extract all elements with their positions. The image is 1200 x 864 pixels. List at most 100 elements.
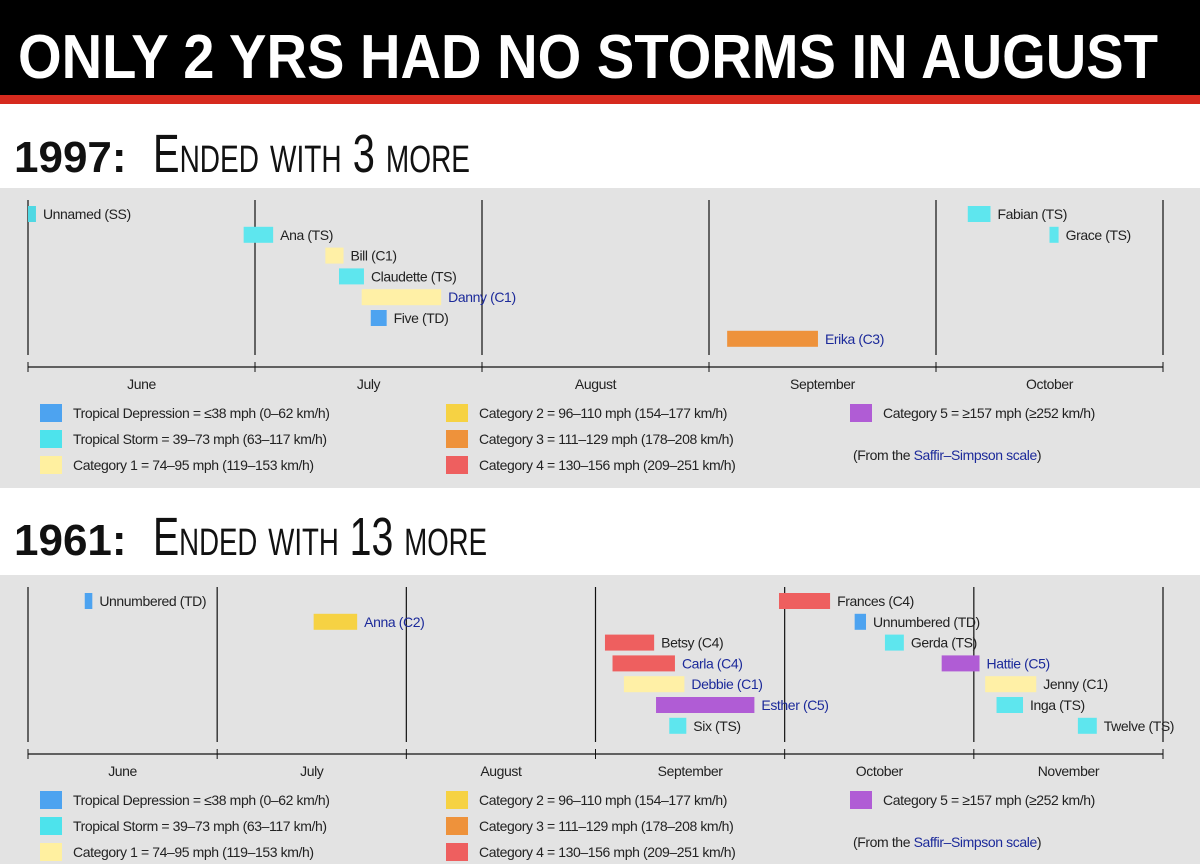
storm-label: Fabian (TS) [997,206,1067,222]
note-link: Saffir–Simpson scale [914,834,1038,850]
storm-bar [28,206,36,222]
month-label: November [1038,763,1100,779]
month-label: June [108,763,137,779]
storm-bar [243,226,274,243]
section-year: 1997: [14,133,127,182]
storm-label: Inga (TS) [1030,697,1085,713]
storm-bar [884,634,904,651]
storm-label: Anna (C2) [364,614,424,630]
month-label: September [658,763,724,779]
storm-bar [612,655,675,672]
header-bar [0,0,1200,95]
legend-swatch [850,791,872,809]
storm-bar [623,676,685,693]
section-subtitle: Ended with 13 more [153,507,487,567]
month-label: September [790,376,856,392]
legend-label: Category 5 = ≥157 mph (≥252 km/h) [883,405,1095,421]
legend-label: Category 2 = 96–110 mph (154–177 km/h) [479,405,727,421]
storm-label: Grace (TS) [1066,227,1131,243]
note-suffix: ) [1037,834,1041,850]
storm-bar [778,593,831,609]
month-label: October [1026,376,1074,392]
scale-note: (From the Saffir–Simpson scale) [853,447,1041,463]
legend-label: Category 3 = 111–129 mph (178–208 km/h) [479,818,733,834]
storm-bar [361,289,442,306]
legend-swatch [446,404,468,422]
storm-label: Esther (C5) [761,697,828,713]
storm-bar [325,247,344,264]
storm-bar [84,593,93,609]
legend-label: Tropical Depression = ≤38 mph (0–62 km/h… [73,792,330,808]
storm-label: Unnumbered (TD) [99,593,206,609]
legend-swatch [40,817,62,835]
storm-bar [370,310,387,326]
section-year: 1961: [14,516,127,565]
storm-label: Frances (C4) [837,593,914,609]
storm-bar [854,613,867,630]
storm-label: Hattie (C5) [987,655,1050,671]
storm-bar [669,717,687,734]
storm-label: Claudette (TS) [371,268,456,284]
storm-bar [1077,717,1097,734]
scale-note: (From the Saffir–Simpson scale) [853,834,1041,850]
storm-bar [967,206,991,222]
section-subtitle: Ended with 3 more [153,124,470,184]
month-label: October [856,763,904,779]
storm-label: Ana (TS) [280,227,333,243]
month-label: July [357,376,381,392]
legend-label: Category 4 = 130–156 mph (209–251 km/h) [479,457,735,473]
legend-swatch [446,456,468,474]
storm-label: Bill (C1) [351,248,397,264]
month-label: August [480,763,522,779]
note-prefix: (From the [853,834,911,850]
storm-label: Unnamed (SS) [43,206,131,222]
legend-swatch [446,843,468,861]
storm-bar [996,697,1024,713]
legend-label: Category 2 = 96–110 mph (154–177 km/h) [479,792,727,808]
note-link: Saffir–Simpson scale [914,447,1038,463]
storm-bar [604,634,655,651]
storm-label: Jenny (C1) [1043,676,1107,692]
legend-swatch [40,843,62,861]
storm-label: Twelve (TS) [1104,718,1174,734]
storm-bar [941,655,980,672]
legend-label: Category 5 = ≥157 mph (≥252 km/h) [883,792,1095,808]
legend-swatch [446,817,468,835]
legend-label: Category 1 = 74–95 mph (119–153 km/h) [73,844,314,860]
storm-bar [338,268,364,285]
legend-label: Category 4 = 130–156 mph (209–251 km/h) [479,844,735,860]
storm-bar [985,676,1037,693]
storm-label: Debbie (C1) [691,676,762,692]
legend-swatch [40,430,62,448]
storm-label: Erika (C3) [825,331,884,347]
storm-bar [727,330,818,347]
storm-label: Danny (C1) [448,289,516,305]
storm-label: Unnumbered (TD) [873,614,980,630]
legend-label: Category 1 = 74–95 mph (119–153 km/h) [73,457,314,473]
month-label: August [575,376,617,392]
storm-label: Five (TD) [394,310,449,326]
storm-bar [656,697,755,713]
legend-swatch [850,404,872,422]
legend-swatch [446,791,468,809]
legend-swatch [40,791,62,809]
note-prefix: (From the [853,447,911,463]
storm-label: Six (TS) [693,718,740,734]
storm-label: Carla (C4) [682,655,743,671]
storm-label: Betsy (C4) [661,635,723,651]
page-title: ONLY 2 YRS HAD NO STORMS IN AUGUST [18,23,1158,92]
legend-label: Category 3 = 111–129 mph (178–208 km/h) [479,431,733,447]
legend-label: Tropical Depression = ≤38 mph (0–62 km/h… [73,405,330,421]
chart-panel [0,575,1200,864]
storm-label: Gerda (TS) [911,635,977,651]
legend-swatch [40,404,62,422]
chart-panel [0,188,1200,488]
month-label: June [127,376,156,392]
header-stripe [0,95,1200,104]
legend-swatch [40,456,62,474]
note-suffix: ) [1037,447,1041,463]
legend-label: Tropical Storm = 39–73 mph (63–117 km/h) [73,431,327,447]
storm-bar [313,613,358,630]
